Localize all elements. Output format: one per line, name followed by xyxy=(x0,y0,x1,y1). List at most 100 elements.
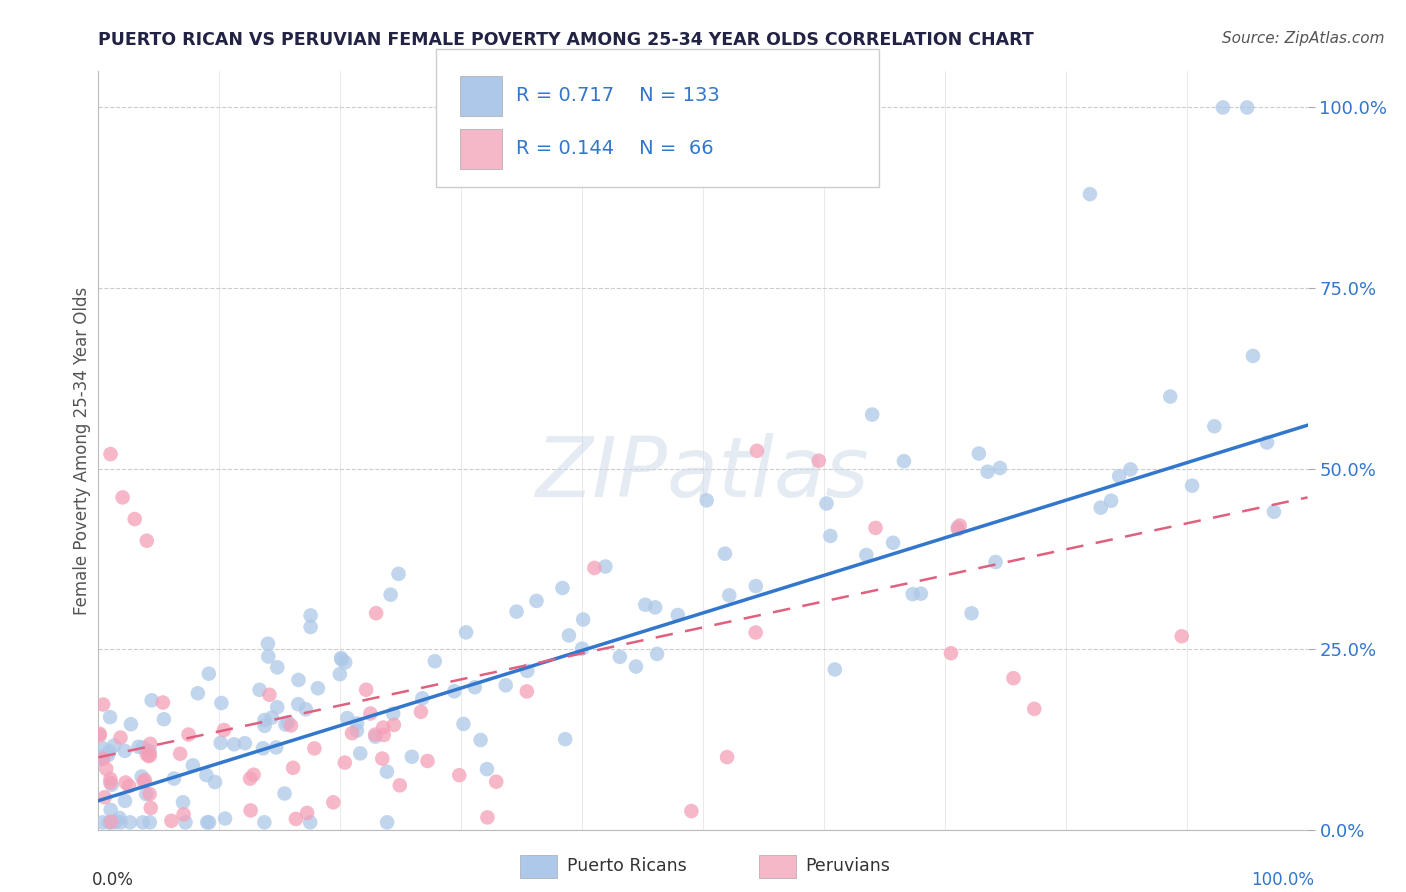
Point xyxy=(89,727,111,741)
Point xyxy=(93,790,115,805)
Point xyxy=(181,758,204,772)
Point xyxy=(1078,187,1101,202)
Point xyxy=(380,588,402,602)
Point xyxy=(100,772,122,786)
Point xyxy=(681,804,703,818)
Point xyxy=(118,779,141,793)
Point xyxy=(1108,469,1130,483)
Point xyxy=(516,664,538,678)
Point xyxy=(97,815,120,830)
Point xyxy=(366,606,388,620)
Point xyxy=(195,815,218,830)
Point xyxy=(714,547,737,561)
Point xyxy=(139,748,162,763)
Point xyxy=(765,100,787,114)
Point xyxy=(666,607,689,622)
Point xyxy=(1181,478,1204,492)
Point xyxy=(416,754,439,768)
Point xyxy=(645,647,668,661)
Point xyxy=(139,815,162,830)
Point xyxy=(299,620,322,634)
Point xyxy=(100,803,122,817)
Point xyxy=(946,521,969,535)
Point xyxy=(373,728,395,742)
Point xyxy=(411,691,433,706)
Point xyxy=(349,747,371,761)
Point xyxy=(111,491,134,505)
Point xyxy=(373,721,395,735)
Point xyxy=(401,749,423,764)
Point xyxy=(114,775,136,789)
Text: Puerto Ricans: Puerto Ricans xyxy=(567,857,686,875)
Point xyxy=(222,737,245,751)
Point xyxy=(1159,390,1181,404)
Point xyxy=(257,637,280,651)
Point xyxy=(295,702,318,716)
Point xyxy=(551,581,574,595)
Point xyxy=(260,711,283,725)
Point xyxy=(322,795,344,809)
Point xyxy=(135,787,157,801)
Point xyxy=(571,641,593,656)
Point xyxy=(299,608,322,623)
Text: 0.0%: 0.0% xyxy=(93,871,134,889)
Point xyxy=(364,730,387,744)
Point xyxy=(359,706,381,721)
Point xyxy=(470,733,492,747)
Point xyxy=(89,728,111,742)
Point xyxy=(554,732,576,747)
Point xyxy=(910,586,932,600)
Point xyxy=(295,805,318,820)
Point xyxy=(824,663,846,677)
Point xyxy=(212,723,235,737)
Point xyxy=(98,710,121,724)
Point xyxy=(110,731,132,745)
Point xyxy=(138,787,160,801)
Point xyxy=(274,717,297,731)
Point xyxy=(177,727,200,741)
Point xyxy=(128,739,150,754)
Point xyxy=(1099,493,1122,508)
Text: ZIPatlas: ZIPatlas xyxy=(536,433,870,514)
Point xyxy=(257,649,280,664)
Point xyxy=(388,778,411,792)
Point xyxy=(354,682,377,697)
Point xyxy=(174,815,197,830)
Point xyxy=(131,770,153,784)
Point xyxy=(1170,629,1192,643)
Point xyxy=(307,681,329,696)
Point xyxy=(141,693,163,707)
Point xyxy=(583,561,606,575)
Point xyxy=(495,678,517,692)
Point xyxy=(284,812,307,826)
Point xyxy=(1236,100,1258,114)
Point xyxy=(299,815,322,830)
Point xyxy=(644,600,666,615)
Point xyxy=(558,628,581,642)
Point xyxy=(100,775,122,789)
Point xyxy=(1212,100,1234,114)
Point xyxy=(280,718,302,732)
Point xyxy=(505,605,527,619)
Point xyxy=(1024,702,1046,716)
Point xyxy=(516,684,538,698)
Point xyxy=(624,659,647,673)
Point xyxy=(108,811,131,825)
Point xyxy=(745,443,768,458)
Point xyxy=(160,814,183,828)
Point xyxy=(163,772,186,786)
Point xyxy=(346,723,368,738)
Point xyxy=(946,522,969,536)
Point xyxy=(93,741,115,756)
Point xyxy=(371,751,394,765)
Point xyxy=(1090,500,1112,515)
Point xyxy=(287,673,309,687)
Point xyxy=(382,706,405,721)
Point xyxy=(100,778,122,792)
Point xyxy=(91,815,114,830)
Point xyxy=(744,625,766,640)
Y-axis label: Female Poverty Among 25-34 Year Olds: Female Poverty Among 25-34 Year Olds xyxy=(73,286,91,615)
Point xyxy=(100,447,122,461)
Point xyxy=(375,764,398,779)
Point xyxy=(807,453,830,467)
